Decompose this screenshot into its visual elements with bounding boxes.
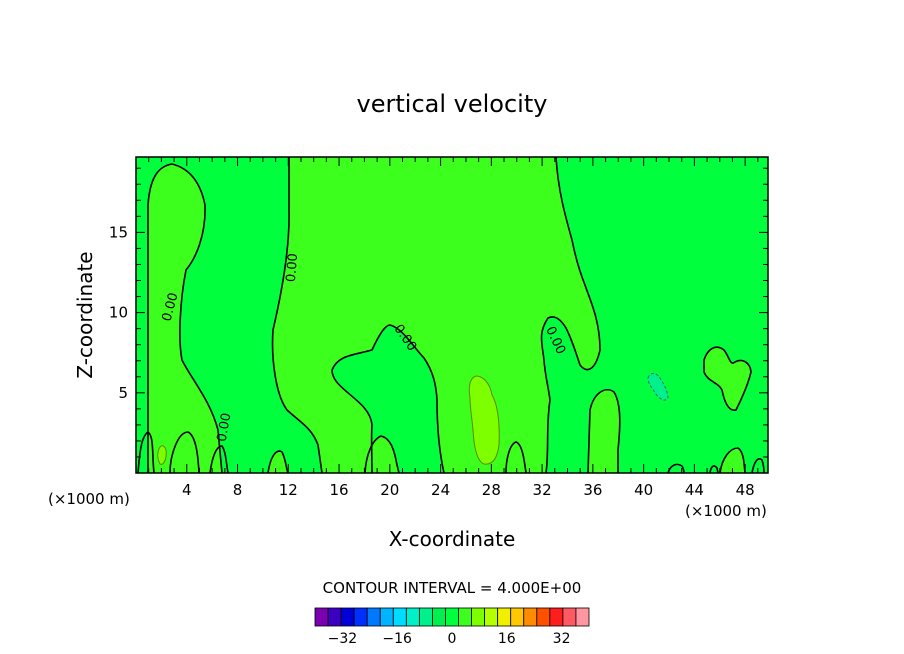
region-small-strong-updraft: [157, 445, 167, 465]
colorbar-swatch: [549, 607, 564, 627]
y-axis: 5 10 15: [109, 167, 768, 458]
chart-title: vertical velocity: [357, 90, 548, 118]
region-small-updraft-1: [365, 436, 399, 473]
colorbar-swatch: [392, 607, 407, 627]
colorbar-swatch: [353, 607, 368, 627]
colorbar-swatch: [379, 607, 394, 627]
x-tick-label: 48: [736, 481, 755, 499]
contour-label: 0.00: [284, 253, 301, 283]
colorbar-swatch: [484, 607, 499, 627]
colorbar-swatch: [445, 607, 459, 627]
contour-line-center: [271, 156, 601, 474]
zero-contours: [137, 156, 765, 474]
region-right-updraft-a: [588, 389, 620, 473]
contour-line-small-9: [209, 445, 229, 474]
colorbar-swatch: [366, 607, 381, 627]
y-axis-label: Z-coordinate: [73, 251, 97, 378]
contour-label: 0.00: [160, 291, 182, 323]
contour-line-small-2: [505, 441, 527, 474]
colorbar-swatch: [510, 607, 525, 627]
contour-line-right-a: [587, 388, 621, 474]
y-tick-label: 5: [118, 384, 128, 402]
colorbar-tick-label: −32: [328, 631, 358, 647]
colorbar-swatch: [523, 607, 538, 627]
colorbar-swatch: [575, 607, 590, 627]
region-downdraft: [647, 373, 669, 401]
contour-line-left: [147, 163, 223, 474]
region-small-updraft-3: [720, 448, 745, 473]
colorbar-swatch: [314, 607, 329, 627]
contour-line-small-5: [169, 431, 200, 474]
contour-interval-label: CONTOUR INTERVAL = 4.000E+00: [323, 579, 582, 597]
x-tick-label: 32: [533, 481, 552, 499]
x-tick-label: 12: [279, 481, 298, 499]
contour-line-small-8: [751, 458, 765, 474]
colorbar-swatch: [432, 607, 446, 627]
x-axis: 4 8 12 16 20 24 28 32 36 40 44 48: [148, 157, 759, 499]
x-unit-label-left: (×1000 m): [48, 490, 130, 508]
colorbar-swatch: [562, 607, 577, 627]
x-tick-label: 16: [330, 481, 349, 499]
region-center-updraft: [272, 157, 600, 473]
x-tick-label: 28: [482, 481, 501, 499]
contour-line-small-4: [267, 450, 289, 474]
colorbar-swatch: [405, 607, 420, 627]
colorbar-tick-label: −16: [382, 631, 412, 647]
y-tick-label: 15: [109, 223, 128, 241]
contour-line-small-6: [137, 431, 155, 474]
colorbar-tick-label: 16: [498, 631, 516, 647]
contour-line-right-b: [703, 346, 752, 411]
colorbar-swatch: [536, 607, 551, 627]
region-right-updraft-b: [704, 347, 751, 411]
contour-line-small-1: [364, 435, 400, 474]
x-tick-label: 24: [431, 481, 450, 499]
x-tick-label: 8: [233, 481, 243, 499]
colorbar-swatch: [497, 607, 512, 627]
colorbar-swatch: [327, 607, 342, 627]
colorbar-tick-label: 0: [448, 631, 457, 647]
colorbar: −32 −16 0 16 32: [314, 607, 590, 647]
colorbar-swatch: [340, 607, 355, 627]
plot-frame: [135, 156, 769, 474]
x-tick-label: 36: [583, 481, 602, 499]
contour-line-small-7: [667, 463, 685, 474]
x-tick-label: 44: [685, 481, 704, 499]
colorbar-swatch: [471, 607, 486, 627]
x-unit-label-right: (×1000 m): [685, 502, 767, 520]
colorbar-swatch: [418, 607, 433, 627]
x-tick-label: 40: [634, 481, 653, 499]
contour-line-small-3: [719, 447, 746, 474]
y-tick-label: 10: [109, 304, 128, 322]
colorbar-swatch: [458, 607, 472, 627]
contour-label: 0.00: [215, 412, 235, 443]
plot-area: 0.00 0.00 0.00 0.00 0.00: [135, 156, 769, 474]
colorbar-tick-label: 32: [553, 631, 571, 647]
region-left-updraft: [148, 164, 222, 473]
x-tick-label: 20: [380, 481, 399, 499]
x-axis-label: X-coordinate: [389, 527, 516, 551]
x-tick-label: 4: [182, 481, 192, 499]
contour-line-small-10: [709, 465, 719, 474]
region-strong-updraft: [468, 375, 500, 465]
